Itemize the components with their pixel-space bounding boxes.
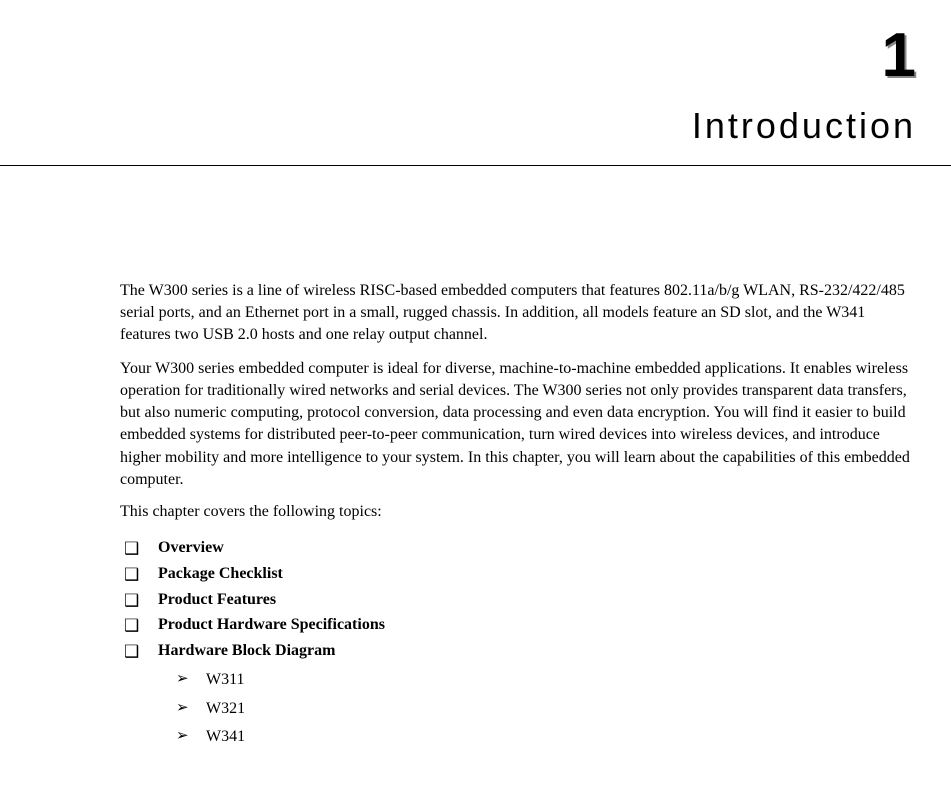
- intro-paragraph-1: The W300 series is a line of wireless RI…: [120, 280, 916, 346]
- topics-list: Overview Package Checklist Product Featu…: [124, 535, 916, 665]
- chapter-title: Introduction: [692, 105, 916, 147]
- topic-item: Hardware Block Diagram: [124, 638, 916, 664]
- topic-item: Overview: [124, 535, 916, 561]
- topic-item: Product Hardware Specifications: [124, 612, 916, 638]
- sub-topic-item: W341: [176, 723, 916, 751]
- horizontal-rule: [0, 165, 951, 166]
- sub-topic-item: W321: [176, 695, 916, 723]
- topic-item: Package Checklist: [124, 561, 916, 587]
- document-page: 1 Introduction The W300 series is a line…: [0, 0, 951, 806]
- body-text: The W300 series is a line of wireless RI…: [120, 280, 916, 752]
- topic-item: Product Features: [124, 587, 916, 613]
- sub-topic-item: W311: [176, 666, 916, 694]
- topics-intro: This chapter covers the following topics…: [120, 503, 916, 521]
- intro-paragraph-2: Your W300 series embedded computer is id…: [120, 358, 916, 490]
- chapter-number: 1: [882, 20, 916, 91]
- sub-topics-list: W311 W321 W341: [176, 666, 916, 751]
